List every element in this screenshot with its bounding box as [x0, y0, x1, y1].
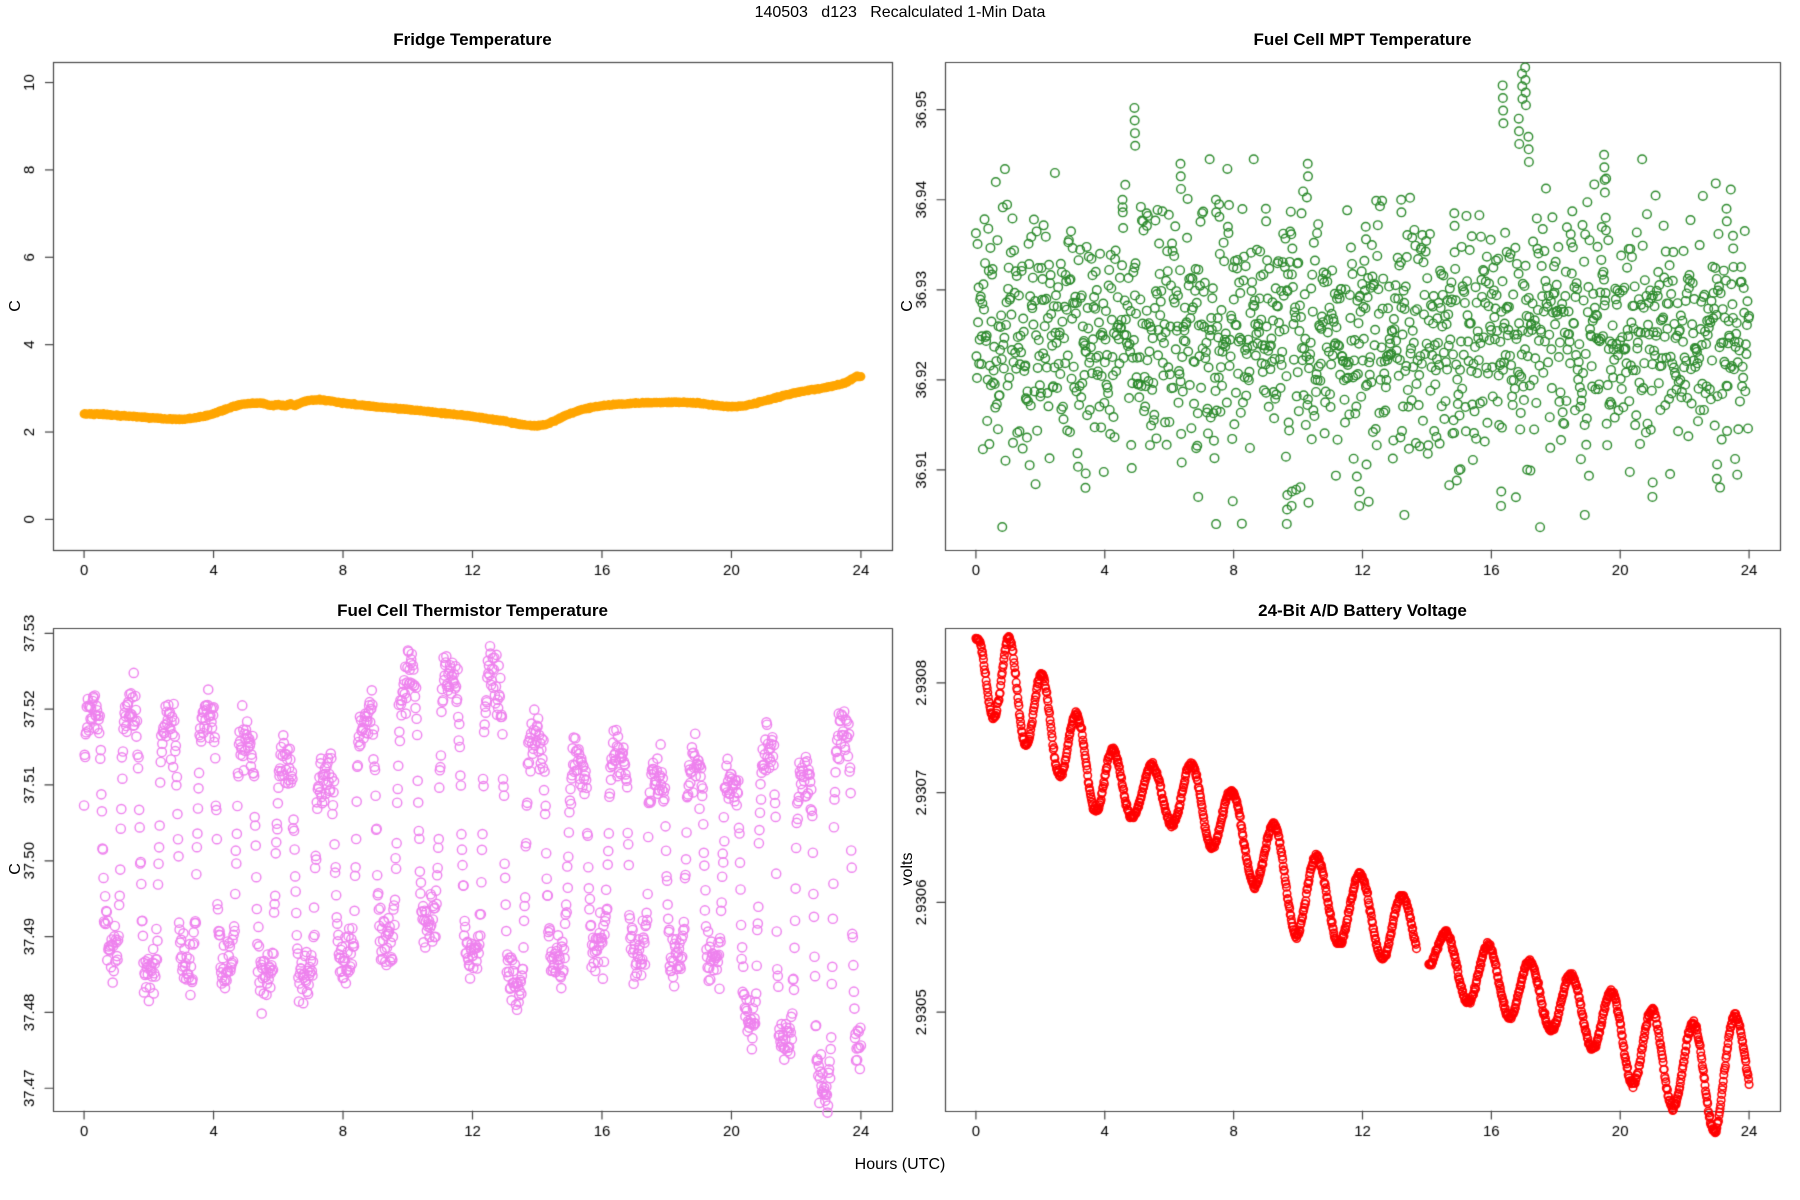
y-axis-label-fridge: C — [7, 300, 24, 312]
y-axis-label-battery: volts — [899, 852, 916, 886]
y-axis-label-mpt: C — [899, 300, 916, 312]
panel-title-fuel-cell-thermistor-temperature: Fuel Cell Thermistor Temperature — [337, 601, 608, 620]
x-axis-label: Hours (UTC) — [854, 1156, 946, 1173]
panel-title-fridge-temperature: Fridge Temperature — [393, 30, 552, 49]
y-axis-label-thermistor: C — [7, 863, 24, 875]
panel-title-fuel-cell-mpt-temperature: Fuel Cell MPT Temperature — [1253, 30, 1472, 49]
main-title: 140503 d123 Recalculated 1-Min Data — [754, 4, 1046, 21]
panel-title-battery-voltage: 24-Bit A/D Battery Voltage — [1258, 601, 1467, 620]
